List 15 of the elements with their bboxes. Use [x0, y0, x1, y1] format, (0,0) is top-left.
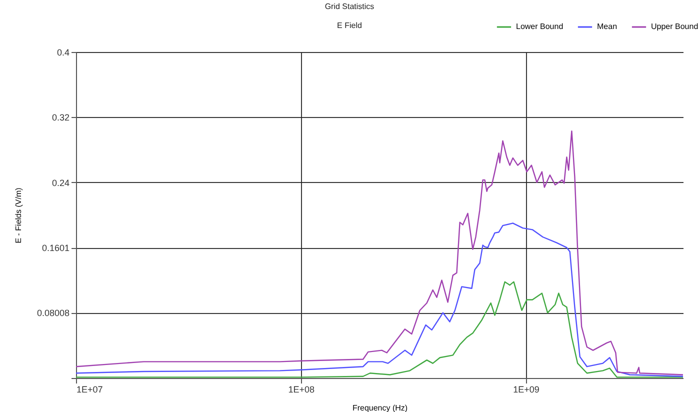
y-axis-title: E - Fields (V/m): [14, 187, 23, 244]
y-tick-label: 0.32: [52, 112, 70, 123]
chart-title: Grid Statistics: [324, 2, 374, 11]
x-tick-label: 1E+09: [513, 384, 540, 394]
legend-label: Upper Bound: [651, 22, 698, 31]
chart-subtitle: E Field: [337, 21, 362, 30]
y-tick-label: 0.24: [52, 178, 70, 188]
x-axis-title: Frequency (Hz): [352, 404, 408, 412]
x-tick-label: 1E+08: [288, 384, 315, 394]
y-tick-label: 0.1601: [42, 243, 70, 254]
y-tick-label: 0.08008: [36, 308, 70, 318]
legend-label: Mean: [597, 22, 618, 31]
x-tick-label: 1E+07: [76, 384, 103, 394]
y-tick-label: 0.4: [56, 48, 70, 58]
legend-label: Lower Bound: [516, 22, 564, 31]
